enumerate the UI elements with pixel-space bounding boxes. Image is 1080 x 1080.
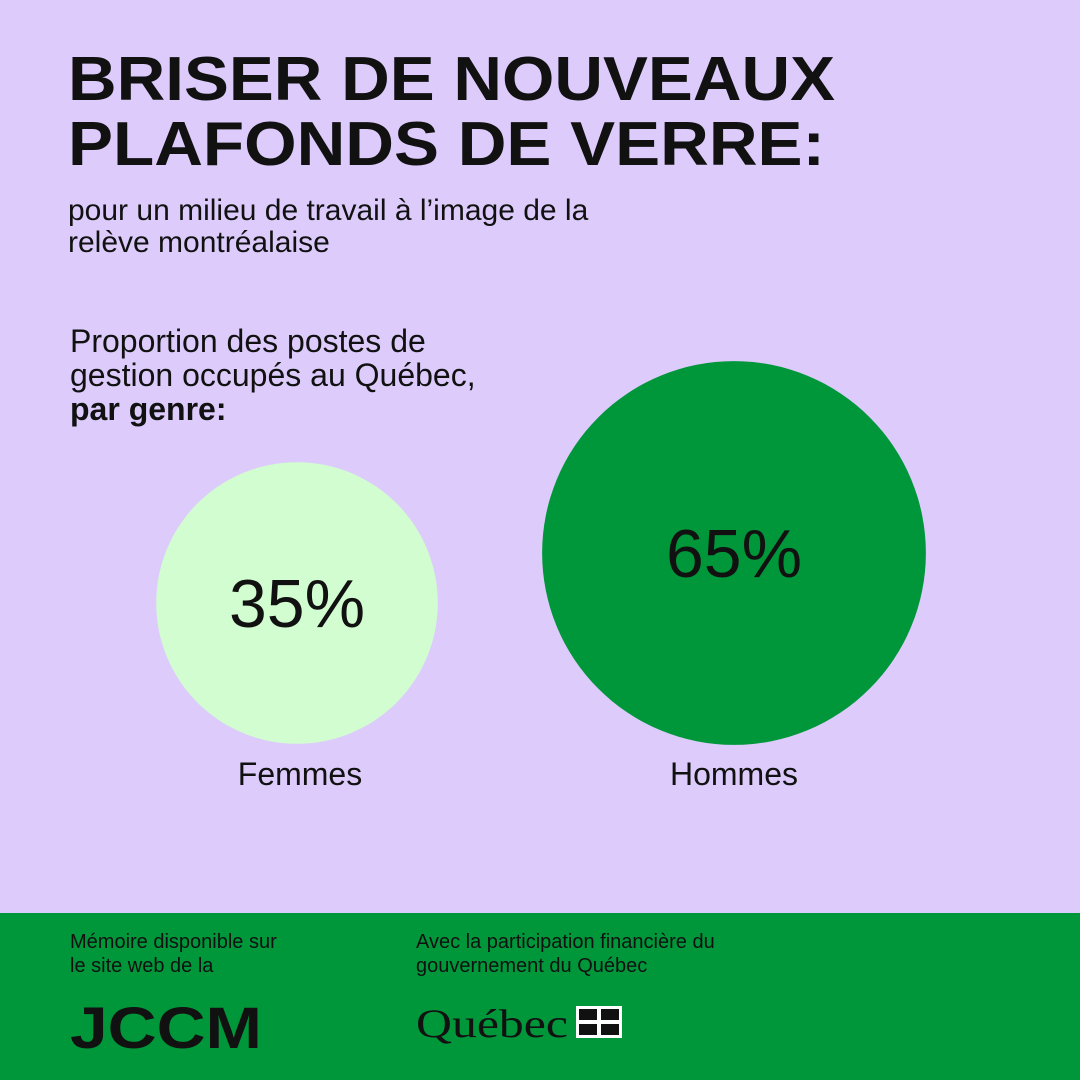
bubble <box>156 462 438 744</box>
quebec-flag <box>576 1006 622 1038</box>
footer-text: Avec la participation financière du <box>416 931 715 953</box>
footer-text: le site web de la <box>70 955 214 977</box>
footer-band <box>0 913 1080 1080</box>
subtitle: pour un milieu de travail à l’image de l… <box>68 194 589 227</box>
chart-title-bold: par genre: <box>70 391 226 427</box>
category-label: Femmes <box>238 756 362 792</box>
footer-text: gouvernement du Québec <box>416 955 647 977</box>
value-label: 65% <box>666 516 802 592</box>
chart-title: gestion occupés au Québec, <box>70 357 476 393</box>
chart-title: Proportion des postes de <box>70 323 426 359</box>
category-label: Hommes <box>670 756 798 792</box>
title: BRISER DE NOUVEAUX <box>68 45 835 114</box>
subtitle: relève montréalaise <box>68 226 330 259</box>
quebec-logo: Québec <box>416 1001 568 1046</box>
value-label: 35% <box>229 566 365 642</box>
bubble <box>542 361 926 745</box>
footer-text: Mémoire disponible sur <box>70 931 277 953</box>
title: PLAFONDS DE VERRE: <box>68 110 825 179</box>
jccm-logo: JCCM <box>70 996 262 1061</box>
